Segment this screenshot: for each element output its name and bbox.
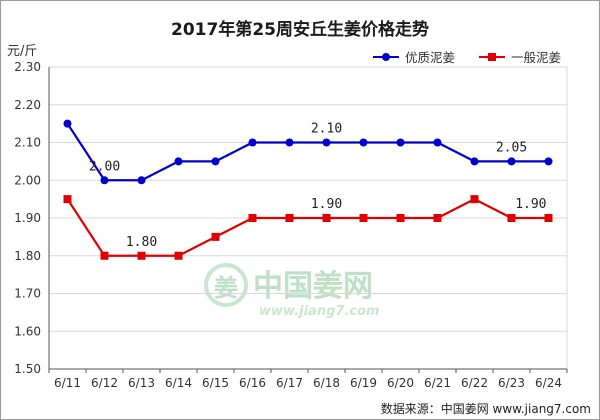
watermark: 姜 中国姜网 www.jiang7.com xyxy=(204,263,380,319)
series-1-point xyxy=(248,214,257,222)
x-tick-label: 6/15 xyxy=(202,376,229,390)
series-0-point xyxy=(285,138,294,147)
series-1-point xyxy=(137,251,146,260)
series-1-point xyxy=(211,232,220,241)
series-1-point xyxy=(507,214,516,222)
x-tick-label: 6/22 xyxy=(461,376,488,390)
series-0-point xyxy=(470,157,479,166)
chart-title: 2017年第25周安丘生姜价格走势 xyxy=(171,19,429,40)
y-tick-label: 1.50 xyxy=(14,362,41,376)
series-0-point xyxy=(63,119,72,128)
x-tick-label: 6/18 xyxy=(313,376,340,390)
series-0-point xyxy=(322,138,331,147)
y-tick-label: 1.70 xyxy=(14,287,41,301)
legend: 优质泥姜 一般泥姜 xyxy=(373,50,561,65)
series-1-point xyxy=(359,214,368,222)
data-label: 2.10 xyxy=(311,122,342,137)
x-tick-label: 6/20 xyxy=(387,376,414,390)
series-line-0 xyxy=(66,123,549,182)
series-0-point xyxy=(211,157,220,166)
x-tick-label: 6/12 xyxy=(91,376,118,390)
x-tick-label: 6/17 xyxy=(276,376,303,390)
y-tick-label: 2.30 xyxy=(14,60,41,74)
x-tick-label: 6/16 xyxy=(239,376,266,390)
series-0-point xyxy=(359,138,368,147)
y-tick-label: 2.00 xyxy=(14,173,41,187)
x-tick-label: 6/14 xyxy=(165,376,192,390)
series-1-point xyxy=(63,195,72,204)
x-tick-label: 6/23 xyxy=(498,376,525,390)
y-tick-label: 1.60 xyxy=(14,324,41,338)
series-1-point xyxy=(285,214,294,222)
watermark-name: 中国姜网 xyxy=(253,269,373,304)
series-0-point xyxy=(507,157,516,166)
x-tick-label: 6/11 xyxy=(54,376,81,390)
watermark-logo-icon xyxy=(204,263,248,307)
series-0-point xyxy=(396,138,405,147)
series-0-point xyxy=(433,138,442,147)
series-1-point xyxy=(433,214,442,222)
axes: 1.50 1.60 1.70 1.80 1.90 2.00 2.10 2.20 2.30 6/11… xyxy=(14,60,568,390)
series-line-1 xyxy=(66,198,549,257)
y-tick-label: 2.20 xyxy=(14,98,41,112)
series-1-point xyxy=(174,251,183,260)
series-0-point xyxy=(544,157,553,166)
data-label: 1.90 xyxy=(515,197,546,212)
series-0-point xyxy=(174,157,183,166)
series-1-point xyxy=(322,214,331,222)
x-tick-label: 6/24 xyxy=(535,376,562,390)
legend-marker-series-1 xyxy=(488,53,496,61)
series-0-point xyxy=(248,138,257,147)
y-unit-label: 元/斤 xyxy=(7,44,37,59)
data-labels: 2.00 2.10 2.05 1.80 1.90 1.90 xyxy=(89,122,547,250)
y-tick-label: 1.90 xyxy=(14,211,41,225)
data-label: 1.80 xyxy=(126,235,157,250)
series-1-point xyxy=(544,214,553,222)
watermark-logo-char: 姜 xyxy=(214,274,238,302)
series-group xyxy=(63,119,553,260)
data-label: 2.05 xyxy=(496,140,527,155)
legend-label-series-0: 优质泥姜 xyxy=(405,50,455,65)
x-tick-label: 6/13 xyxy=(128,376,155,390)
series-0-point xyxy=(100,176,109,185)
source-note: 数据来源：中国姜网 www.jiang7.com xyxy=(381,401,591,416)
series-1-point xyxy=(396,214,405,222)
watermark-url: www.jiang7.com xyxy=(259,304,380,319)
legend-marker-series-0 xyxy=(382,53,390,61)
legend-label-series-1: 一般泥姜 xyxy=(511,50,561,65)
y-tick-label: 2.10 xyxy=(14,136,41,150)
series-0-point xyxy=(137,176,146,185)
x-tick-label: 6/19 xyxy=(350,376,377,390)
data-label: 2.00 xyxy=(89,159,120,174)
data-label: 1.90 xyxy=(311,197,342,212)
series-1-point xyxy=(100,251,109,260)
y-tick-label: 1.80 xyxy=(14,249,41,263)
series-1-point xyxy=(470,195,479,204)
x-tick-label: 6/21 xyxy=(424,376,451,390)
